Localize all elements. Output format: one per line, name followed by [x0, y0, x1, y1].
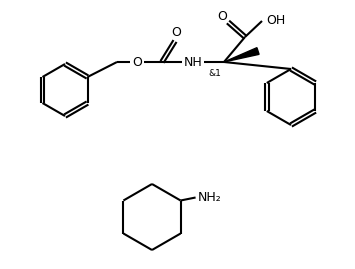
Polygon shape — [224, 48, 259, 62]
Text: NH₂: NH₂ — [198, 191, 222, 204]
Text: NH: NH — [184, 55, 202, 69]
Text: O: O — [132, 55, 142, 69]
Text: O: O — [217, 10, 227, 23]
Text: O: O — [171, 27, 181, 40]
Text: &1: &1 — [209, 69, 222, 77]
Text: OH: OH — [266, 15, 286, 27]
